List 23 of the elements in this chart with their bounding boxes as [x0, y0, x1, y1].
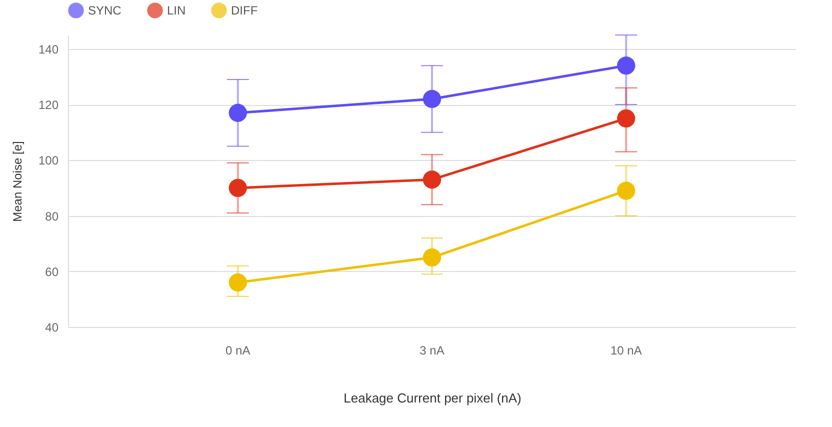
x-axis-title: Leakage Current per pixel (nA)	[344, 390, 522, 406]
y-tick-label: 60	[45, 264, 59, 279]
point	[422, 170, 442, 189]
y-axis-title: Mean Noise [e]	[10, 141, 24, 222]
point	[228, 273, 247, 292]
x-tick-label: 0 nA	[226, 344, 250, 358]
legend-label: SYNC	[88, 3, 122, 18]
point	[617, 109, 636, 128]
point	[617, 182, 636, 200]
legend-label: DIFF	[231, 3, 258, 18]
x-tick-label: 10 nA	[610, 344, 642, 358]
y-tick-label: 40	[45, 320, 59, 334]
point	[422, 90, 442, 108]
y-tick-label: 80	[45, 209, 59, 224]
point	[617, 56, 636, 75]
y-tick-label: 140	[38, 42, 59, 56]
y-tick-label: 100	[38, 154, 59, 168]
x-tick-label: 3 nA	[420, 344, 444, 358]
point	[422, 248, 442, 267]
point	[228, 104, 247, 122]
y-tick-label: 120	[38, 98, 59, 112]
legend-label: LIN	[167, 3, 186, 18]
point	[228, 178, 247, 198]
